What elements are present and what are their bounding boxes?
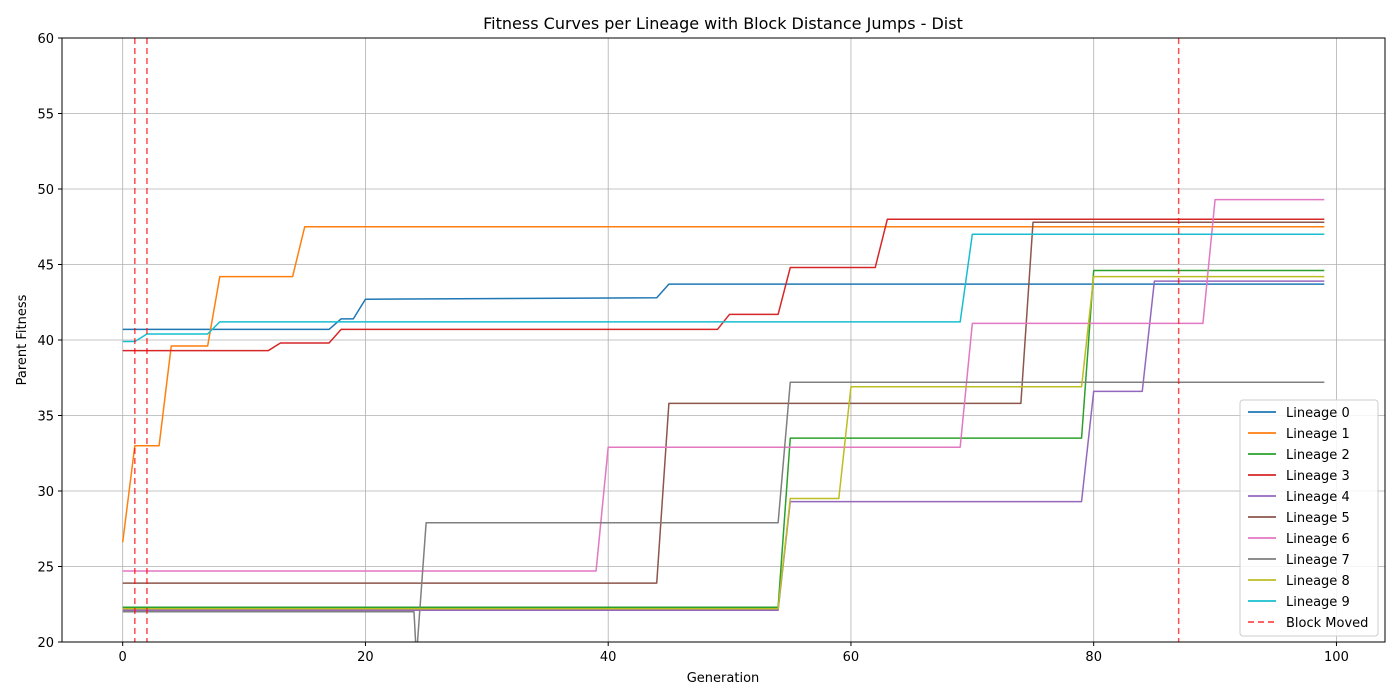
legend-box [1239, 399, 1379, 637]
series-layer [121, 198, 1325, 642]
y-tick-label: 55 [37, 108, 54, 123]
legend-label: Lineage 6 [1286, 532, 1350, 547]
chart-title: Fitness Curves per Lineage with Block Di… [483, 14, 963, 33]
y-tick-label: 50 [37, 183, 54, 198]
x-tick-label: 100 [1324, 650, 1349, 665]
y-tick-label: 45 [37, 259, 54, 274]
y-tick-label: 60 [37, 32, 54, 47]
series-line-lineage-9 [122, 233, 1325, 343]
legend-label: Lineage 0 [1286, 406, 1350, 421]
series-line-lineage-2 [122, 269, 1325, 609]
legend-label: Lineage 1 [1286, 427, 1350, 442]
y-axis-title: Parent Fitness [15, 294, 30, 385]
legend-label: Lineage 9 [1286, 595, 1350, 610]
series-line-lineage-5 [122, 221, 1325, 584]
series-line-lineage-4 [122, 280, 1325, 612]
legend-label: Lineage 7 [1286, 553, 1350, 568]
series-line-lineage-0 [122, 283, 1325, 331]
y-axis-ticks: 20 25 30 35 40 45 50 55 60 [37, 32, 62, 651]
series-line-lineage-1 [121, 226, 1325, 543]
y-tick-label: 20 [37, 636, 54, 651]
legend-label: Lineage 8 [1286, 574, 1350, 589]
x-tick-label: 0 [119, 650, 127, 665]
x-tick-label: 60 [843, 650, 860, 665]
series-line-lineage-7 [122, 381, 1325, 642]
y-tick-label: 35 [37, 410, 54, 425]
y-tick-label: 30 [37, 485, 54, 500]
series-line-lineage-6 [122, 198, 1325, 572]
x-axis-ticks: 0 20 40 60 80 100 [119, 642, 1349, 665]
legend-label: Lineage 3 [1286, 469, 1350, 484]
legend-label: Block Moved [1286, 616, 1368, 631]
series-line-lineage-3 [122, 218, 1325, 352]
x-tick-label: 20 [357, 650, 374, 665]
grid [62, 37, 1385, 643]
y-tick-label: 25 [37, 561, 54, 576]
block-moved-lines [134, 38, 1180, 642]
series-line-lineage-8 [122, 275, 1325, 610]
legend-label: Lineage 5 [1286, 511, 1350, 526]
x-tick-label: 40 [600, 650, 617, 665]
legend-label: Lineage 2 [1286, 448, 1350, 463]
x-tick-label: 80 [1085, 650, 1102, 665]
y-tick-label: 40 [37, 334, 54, 349]
legend-label: Lineage 4 [1286, 490, 1350, 505]
legend: Lineage 0 Lineage 1 Lineage 2 Lineage 3 Line… [1239, 399, 1379, 637]
x-axis-title: Generation [687, 671, 760, 686]
